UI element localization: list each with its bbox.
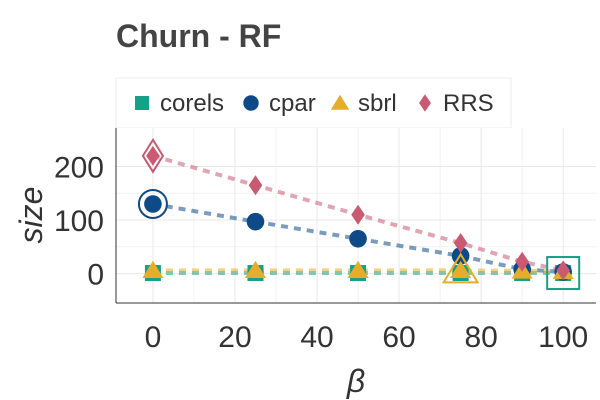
y-tick-label: 100 — [54, 205, 104, 238]
point-sbrl — [347, 260, 369, 279]
legend-marker-sbrl — [330, 94, 350, 110]
point-cpar — [144, 195, 162, 213]
highlights — [137, 137, 581, 291]
y-axis-label: size — [13, 187, 49, 244]
chart-title: Churn - RF — [116, 18, 281, 54]
legend-label-cpar: cpar — [269, 90, 316, 117]
legend-label-rrs: RRS — [443, 90, 494, 117]
x-tick-label: 100 — [538, 321, 588, 354]
x-tick-label: 60 — [382, 321, 415, 354]
legend-items: corels cpar sbrl RRS — [135, 90, 494, 117]
legend-label-sbrl: sbrl — [358, 90, 397, 117]
point-sbrl — [142, 260, 164, 279]
y-ticks: 0 100 200 — [54, 152, 104, 292]
line-rrs — [152, 153, 564, 273]
highlight-corels — [546, 256, 581, 291]
x-tick-label: 40 — [300, 321, 333, 354]
highlight-sbrl — [441, 252, 480, 284]
x-tick-label: 20 — [218, 321, 251, 354]
plot-area — [115, 128, 596, 304]
legend-marker-rrs — [419, 94, 431, 112]
x-tick-label: 0 — [145, 321, 162, 354]
y-tick-label: 0 — [87, 259, 104, 292]
point-cpar — [349, 229, 367, 248]
point-rrs — [515, 251, 529, 272]
legend-marker-corels — [135, 96, 149, 110]
y-tick-label: 200 — [54, 152, 104, 185]
legend-box — [115, 77, 512, 129]
x-axis-label: β — [346, 363, 365, 399]
point-rrs — [453, 233, 468, 254]
point-rrs — [146, 145, 160, 166]
point-rrs — [248, 175, 263, 196]
x-tick-label: 80 — [464, 321, 497, 354]
highlight-cpar — [137, 188, 168, 219]
point-cpar — [246, 212, 265, 231]
x-ticks: 0 20 40 60 80 100 — [145, 321, 589, 354]
point-rrs — [556, 260, 570, 281]
legend-label-corels: corels — [160, 90, 224, 117]
point-rrs — [351, 204, 365, 225]
series-points — [142, 145, 574, 282]
point-sbrl — [244, 260, 267, 279]
legend: corels cpar sbrl RRS — [115, 77, 512, 129]
point-sbrl — [450, 260, 472, 279]
legend-marker-cpar — [243, 95, 259, 111]
highlight-rrs — [141, 137, 165, 174]
